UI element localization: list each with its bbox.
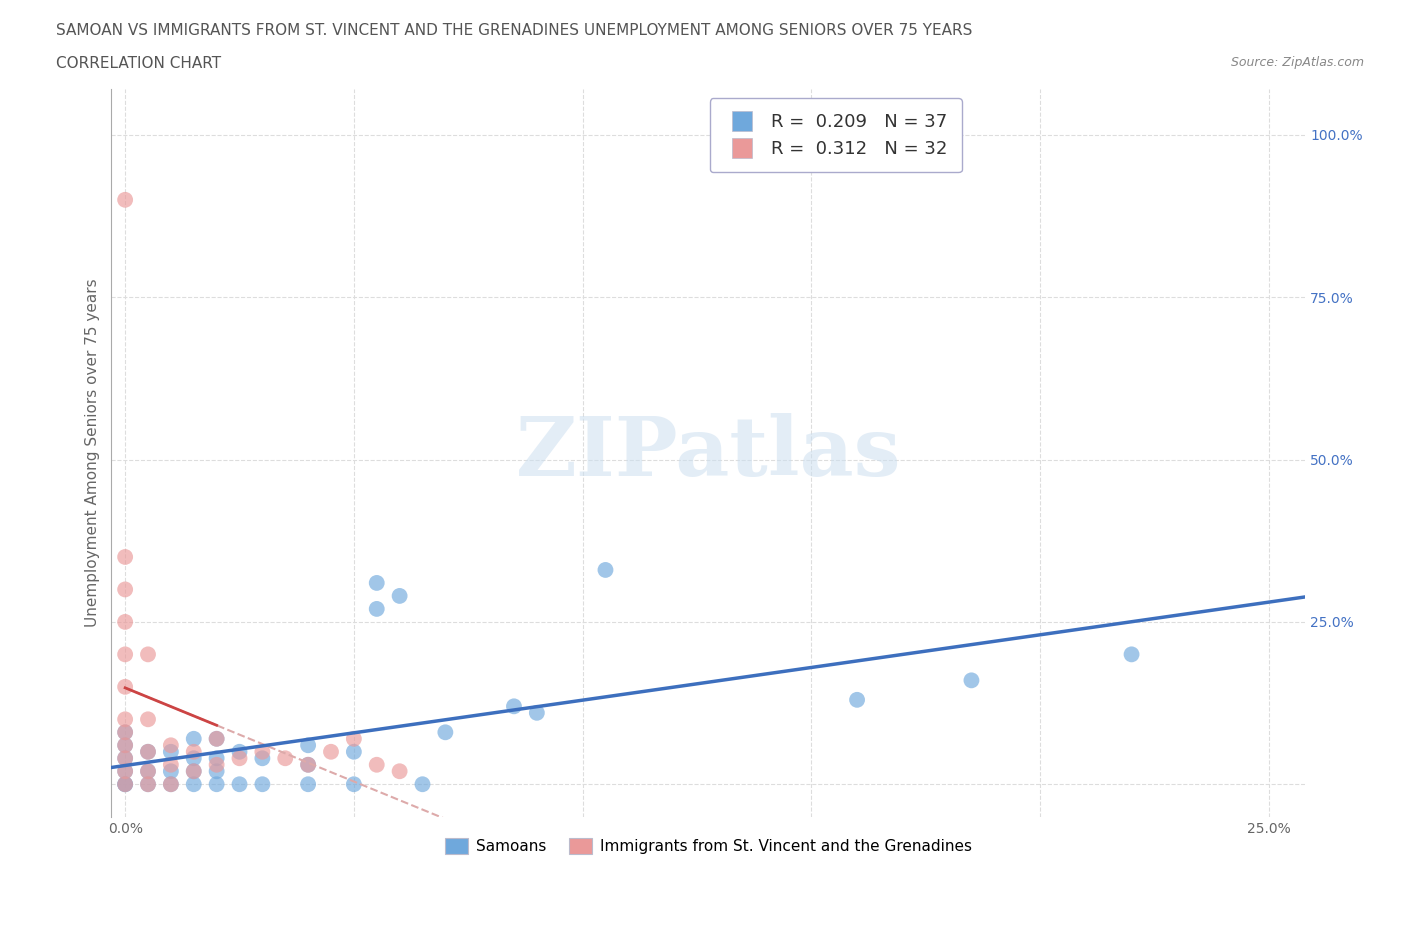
Point xyxy=(252,777,274,791)
Point xyxy=(205,777,228,791)
Point xyxy=(503,698,526,713)
Point xyxy=(114,724,136,739)
Point xyxy=(183,744,205,759)
Y-axis label: Unemployment Among Seniors over 75 years: Unemployment Among Seniors over 75 years xyxy=(86,279,100,628)
Point xyxy=(228,777,250,791)
Point xyxy=(846,692,869,707)
Point xyxy=(183,751,205,765)
Legend: Samoans, Immigrants from St. Vincent and the Grenadines: Samoans, Immigrants from St. Vincent and… xyxy=(439,831,977,860)
Point xyxy=(160,757,183,772)
Text: ZIPatlas: ZIPatlas xyxy=(516,413,901,493)
Point xyxy=(160,777,183,791)
Point xyxy=(205,731,228,746)
Point xyxy=(160,764,183,778)
Point xyxy=(297,737,319,752)
Point xyxy=(434,724,457,739)
Point xyxy=(114,751,136,765)
Point xyxy=(136,764,159,778)
Point xyxy=(252,744,274,759)
Point xyxy=(114,737,136,752)
Point xyxy=(136,764,159,778)
Point xyxy=(343,731,366,746)
Point xyxy=(136,744,159,759)
Point xyxy=(205,751,228,765)
Point xyxy=(114,777,136,791)
Text: SAMOAN VS IMMIGRANTS FROM ST. VINCENT AND THE GRENADINES UNEMPLOYMENT AMONG SENI: SAMOAN VS IMMIGRANTS FROM ST. VINCENT AN… xyxy=(56,23,973,38)
Point xyxy=(114,737,136,752)
Point xyxy=(114,615,136,630)
Point xyxy=(205,764,228,778)
Point xyxy=(960,673,983,688)
Point xyxy=(228,744,250,759)
Point xyxy=(388,589,411,604)
Point xyxy=(114,680,136,695)
Text: Source: ZipAtlas.com: Source: ZipAtlas.com xyxy=(1230,56,1364,69)
Point xyxy=(183,731,205,746)
Point xyxy=(114,550,136,565)
Point xyxy=(366,757,388,772)
Point xyxy=(205,731,228,746)
Point xyxy=(114,751,136,765)
Point xyxy=(183,764,205,778)
Point xyxy=(136,744,159,759)
Point xyxy=(343,777,366,791)
Point xyxy=(114,647,136,662)
Point xyxy=(160,737,183,752)
Point xyxy=(252,751,274,765)
Point xyxy=(114,582,136,597)
Text: CORRELATION CHART: CORRELATION CHART xyxy=(56,56,221,71)
Point xyxy=(1121,647,1143,662)
Point xyxy=(183,764,205,778)
Point xyxy=(595,563,617,578)
Point xyxy=(366,576,388,591)
Point xyxy=(205,757,228,772)
Point xyxy=(136,777,159,791)
Point xyxy=(526,705,548,720)
Point xyxy=(160,744,183,759)
Point xyxy=(114,777,136,791)
Point xyxy=(343,744,366,759)
Point xyxy=(183,777,205,791)
Point xyxy=(114,777,136,791)
Point xyxy=(136,777,159,791)
Point xyxy=(319,744,342,759)
Point xyxy=(411,777,433,791)
Point xyxy=(114,193,136,207)
Point xyxy=(136,711,159,726)
Point xyxy=(114,764,136,778)
Point xyxy=(114,724,136,739)
Point xyxy=(366,602,388,617)
Point xyxy=(160,777,183,791)
Point xyxy=(297,757,319,772)
Point xyxy=(388,764,411,778)
Point xyxy=(274,751,297,765)
Point xyxy=(297,777,319,791)
Point xyxy=(228,751,250,765)
Point xyxy=(114,764,136,778)
Point xyxy=(114,711,136,726)
Point xyxy=(136,647,159,662)
Point xyxy=(297,757,319,772)
